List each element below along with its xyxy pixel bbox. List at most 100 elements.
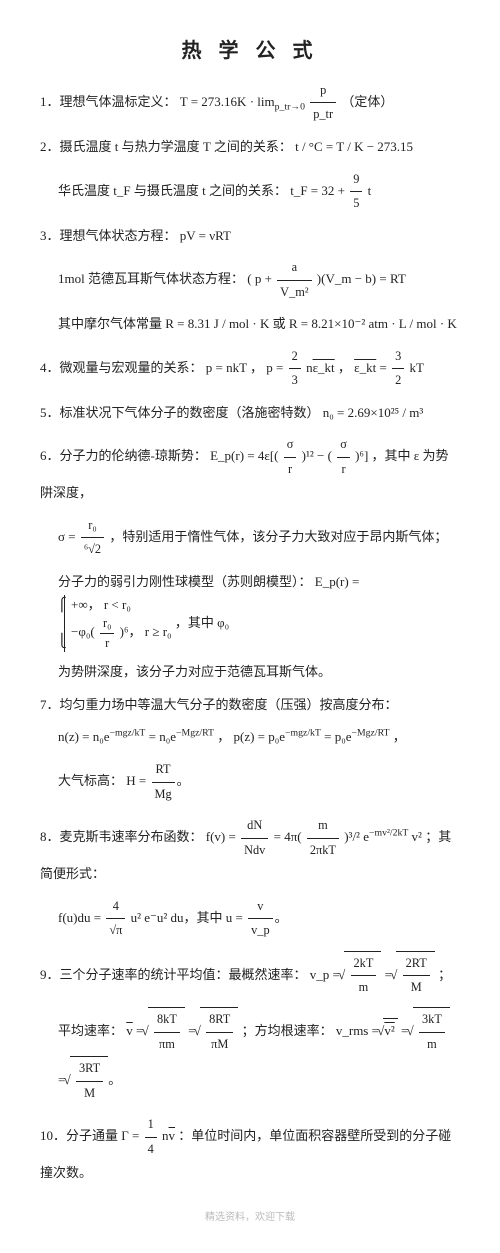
sqrt: 3kTm	[413, 1007, 450, 1056]
num: 3RT	[76, 1057, 103, 1081]
label: 2．摄氏温度 t 与热力学温度 T 之间的关系：	[40, 139, 292, 154]
formula: T = 273.16K · lim	[180, 94, 275, 109]
rhs: v_rms =	[336, 1023, 382, 1038]
sqrt: v²	[383, 1018, 398, 1044]
f1: n(z) = n₀e	[58, 729, 110, 744]
item-6b: σ = r₀ ⁶√2 ，特别适用于惰性气体，该分子力大致对应于昂内斯气体；	[58, 514, 460, 562]
den: v_p	[248, 919, 273, 942]
item-8: 8．麦克斯韦速率分布函数： f(v) = dN Ndv = 4π( m 2πkT…	[40, 814, 460, 887]
ek2: ε_kt	[354, 360, 376, 375]
tail: t	[368, 183, 372, 198]
num: 1	[145, 1113, 157, 1137]
lhs: E_p(r) =	[315, 574, 360, 589]
tail: （定体）	[341, 94, 393, 109]
f: p = nkT ， p =	[206, 360, 287, 375]
label: 平均速率：	[58, 1023, 123, 1038]
lhs: E_p(r) = 4ε[(	[210, 448, 278, 463]
sep: ， p(z) = p₀e	[217, 729, 285, 744]
sqrt: 8RTπM	[200, 1007, 239, 1056]
cases: +∞， r < r₀ −φ₀( r₀ r )⁶， r ≥ r₀	[64, 595, 172, 653]
num: σ	[284, 433, 297, 457]
v2: v²	[412, 829, 422, 844]
num: 2kT	[351, 952, 377, 976]
item-9: 9．三个分子速率的统计平均值：最概然速率： v_p = 2kTm = 2RTM …	[40, 951, 460, 1000]
label: 大气标高：	[58, 773, 123, 788]
lhs: f(u)du =	[58, 910, 104, 925]
eq2: = p₀e	[324, 729, 351, 744]
vbar: v	[169, 1128, 176, 1143]
frac: r₀ ⁶√2	[81, 514, 104, 562]
item-9b: 平均速率： v = 8kTπm = 8RTπM ；方均根速率： v_rms = …	[58, 1007, 460, 1105]
p1: )¹² − (	[302, 448, 332, 463]
item-6: 6．分子力的伦纳德-琼斯势： E_p(r) = 4ε[( σ r )¹² − (…	[40, 433, 460, 506]
f2: ，	[338, 360, 354, 375]
lhs: t_F = 32 +	[290, 183, 348, 198]
lhs: σ =	[58, 529, 79, 544]
item-7a: n(z) = n₀e−mgz/kT = n₀e−Mgz/RT ， p(z) = …	[58, 725, 460, 750]
label: 9．三个分子速率的统计平均值：最概然速率：	[40, 967, 307, 982]
e4: −Mgz/RT	[352, 728, 390, 739]
frac: 3 2	[392, 345, 404, 393]
frac: 2 3	[289, 345, 301, 393]
sc: ；	[438, 967, 451, 982]
mid: = 4π(	[274, 829, 302, 844]
frac: 4 √π	[106, 895, 125, 943]
dot: ，	[393, 729, 406, 744]
num: p	[310, 79, 336, 103]
num: m	[307, 814, 339, 838]
frac: dN Ndv	[241, 814, 268, 862]
den: √π	[106, 919, 125, 942]
e1: −mgz/kT	[110, 728, 146, 739]
frac: a V_m²	[277, 256, 311, 304]
den: Ndv	[241, 839, 268, 862]
item-3c: 其中摩尔气体常量 R = 8.31 J / mol · K 或 R = 8.21…	[58, 312, 460, 337]
item-5: 5．标准状况下气体分子的数密度（洛施密特数） n₀ = 2.69×10²⁵ / …	[40, 401, 460, 426]
label: 分子力的弱引力刚性球模型（苏则朗模型）：	[58, 574, 312, 589]
item-4: 4．微观量与宏观量的关系： p = nkT ， p = 2 3 nε_kt ， …	[40, 345, 460, 393]
den: m	[419, 1033, 445, 1056]
s3: v²	[384, 1023, 394, 1038]
tail: ，特别适用于惰性气体，该分子力大致对应于昂内斯气体；	[109, 529, 447, 544]
den: p_tr	[310, 103, 336, 126]
lhs: f(v) =	[206, 829, 239, 844]
sqrt: 2kTm	[344, 951, 381, 1000]
mid: u² e⁻u² du，其中 u =	[131, 910, 247, 925]
c2a: −φ₀(	[71, 624, 95, 639]
num: 9	[350, 168, 362, 192]
tail: ，其中 φ₀	[175, 614, 229, 629]
den: 2	[392, 369, 404, 392]
den: πm	[154, 1033, 180, 1056]
item-3b: 1mol 范德瓦耳斯气体状态方程： ( p + a V_m² )(V_m − b…	[58, 256, 460, 304]
den: m	[351, 976, 377, 999]
num: r₀	[81, 514, 104, 538]
lhs: H =	[126, 773, 149, 788]
p2: )⁶]	[355, 448, 368, 463]
c2b: )⁶， r ≥ r₀	[120, 624, 172, 639]
label: 其中摩尔气体常量	[58, 316, 165, 331]
frac: 1 4	[145, 1113, 157, 1161]
label: 10．分子通量 Γ =	[40, 1128, 143, 1143]
sqrt: 3RTM	[70, 1056, 109, 1105]
f1: ( p +	[247, 271, 275, 286]
label: 5．标准状况下气体分子的数密度（洛施密特数）	[40, 405, 320, 420]
label: 4．微观量与宏观量的关系：	[40, 360, 203, 375]
ek: ε_kt	[313, 360, 335, 375]
formula: n₀ = 2.69×10²⁵ / m³	[323, 405, 424, 420]
item-2b: 华氏温度 t_F 与摄氏温度 t 之间的关系： t_F = 32 + 9 5 t	[58, 168, 460, 216]
case-1: +∞， r < r₀	[71, 595, 172, 615]
label: 3．理想气体状态方程：	[40, 228, 177, 243]
exp: −mv²/2kT	[369, 828, 408, 839]
num: 4	[106, 895, 125, 919]
eq: =	[379, 360, 390, 375]
frac: p p_tr	[310, 79, 336, 127]
page-title: 热 学 公 式	[40, 34, 460, 63]
num: 2	[289, 345, 301, 369]
num: RT	[152, 758, 175, 782]
den: r	[284, 458, 297, 481]
e3: −mgz/kT	[285, 728, 321, 739]
den: M	[403, 976, 430, 999]
item-6c: 分子力的弱引力刚性球模型（苏则朗模型）： E_p(r) = +∞， r < r₀…	[58, 570, 460, 652]
case-2: −φ₀( r₀ r )⁶， r ≥ r₀	[71, 614, 172, 652]
num: v	[248, 895, 273, 919]
formula: t / °C = T / K − 273.15	[295, 139, 413, 154]
